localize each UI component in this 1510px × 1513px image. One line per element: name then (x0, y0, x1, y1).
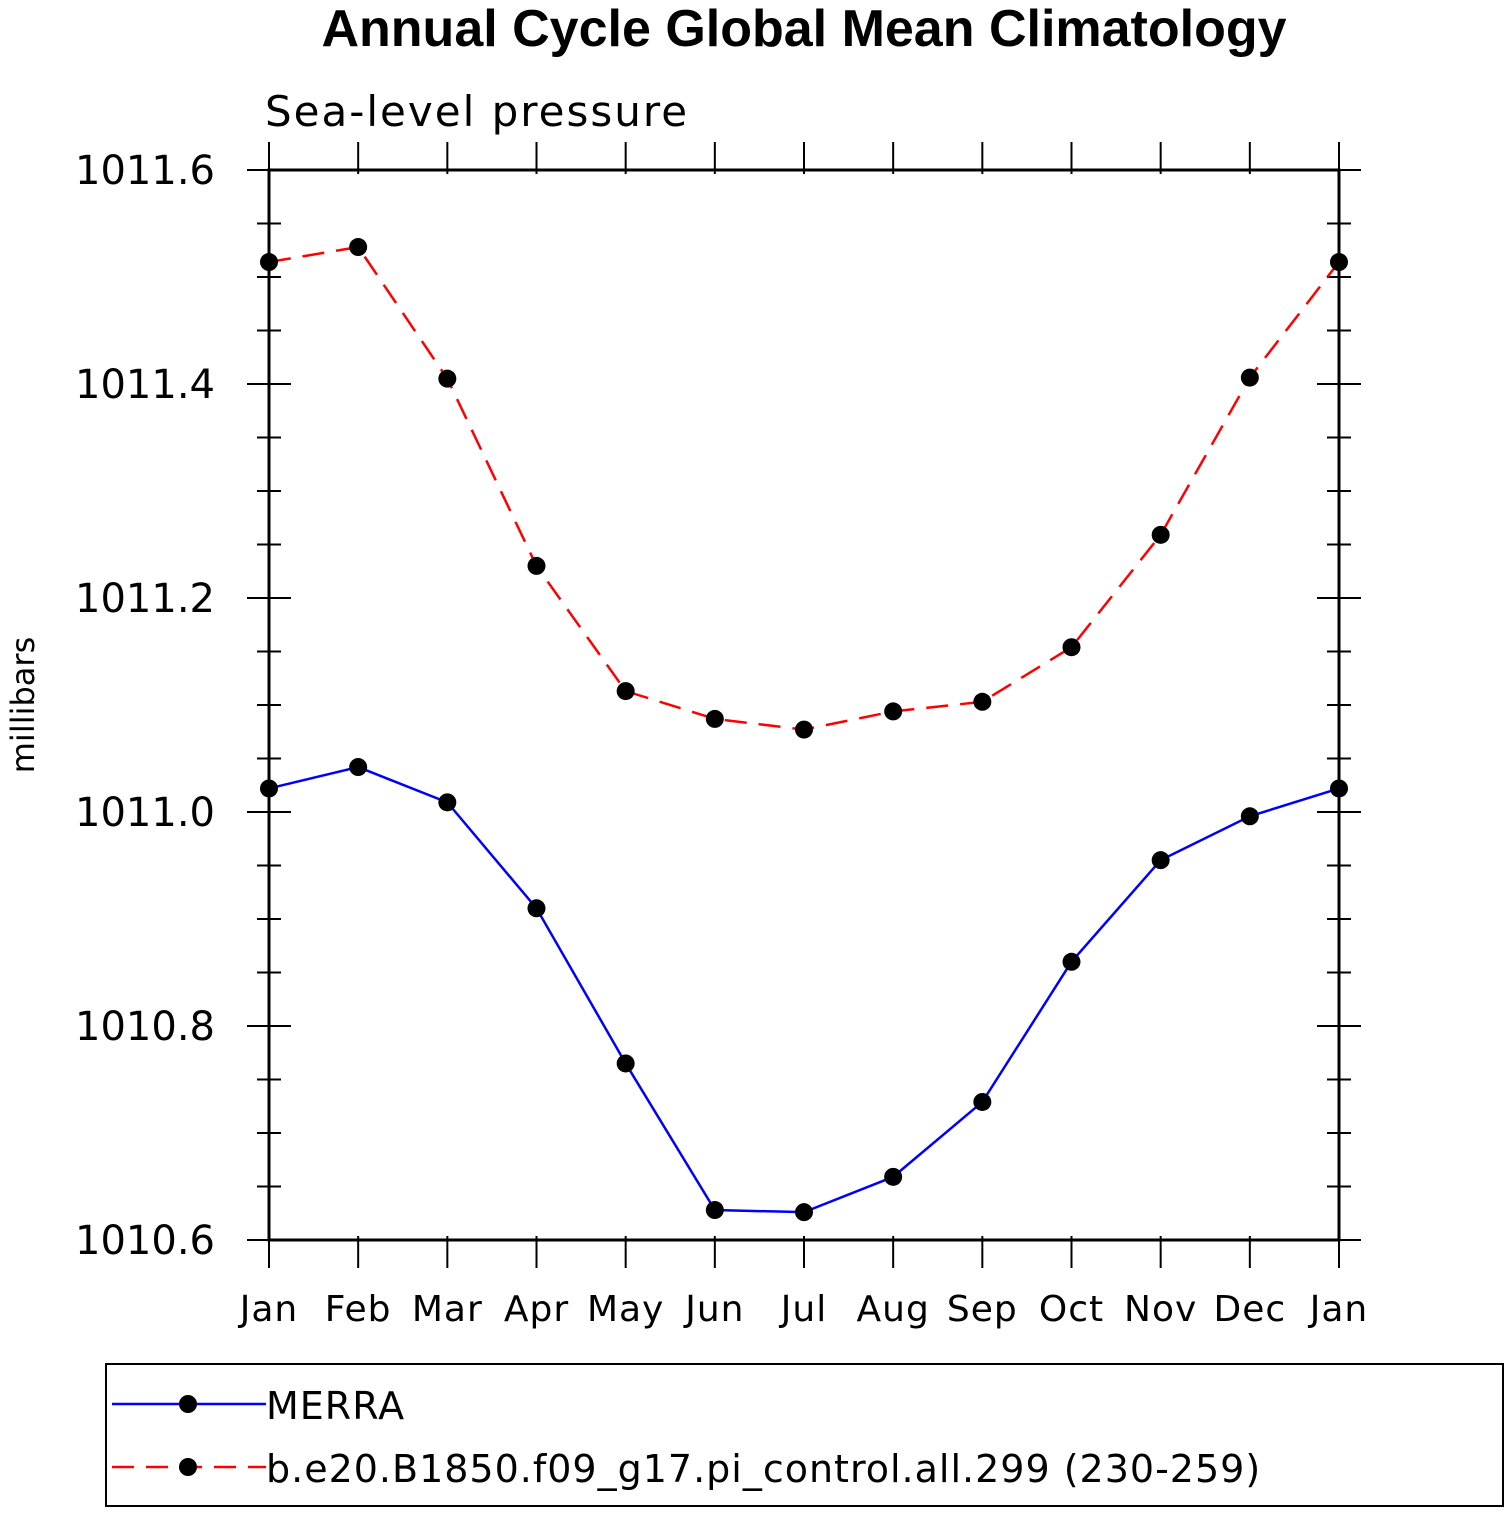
data-point-series-1 (616, 682, 635, 701)
x-tick-label: Dec (1213, 1289, 1286, 1330)
chart-title: Annual Cycle Global Mean Climatology (321, 0, 1286, 58)
data-point-series-1 (1240, 368, 1259, 387)
data-point-series-1 (1151, 525, 1170, 544)
x-tick-label: Jan (238, 1289, 299, 1330)
x-tick-label: Apr (504, 1289, 569, 1330)
legend-label-model: b.e20.B1850.f09_g17.pi_control.all.299 (… (266, 1447, 1261, 1491)
data-point-series-0 (527, 899, 546, 918)
y-tick-label: 1011.0 (75, 790, 215, 836)
data-point-series-0 (1062, 952, 1081, 971)
data-point-series-1 (884, 702, 903, 721)
data-point-series-0 (438, 793, 457, 812)
data-point-series-0 (795, 1203, 813, 1222)
y-axis-label: millibars (4, 637, 42, 773)
data-point-series-0 (349, 758, 368, 777)
x-tick-label: May (587, 1289, 664, 1330)
data-point-series-1 (527, 556, 546, 575)
data-point-series-1 (438, 369, 457, 388)
legend: MERRA b.e20.B1850.f09_g17.pi_control.all… (105, 1363, 1504, 1507)
data-point-series-1 (973, 692, 992, 711)
data-point-series-0 (1151, 851, 1170, 870)
plot-frame (267, 168, 1341, 1242)
legend-marker-merra (179, 1395, 197, 1413)
series-line-1 (268, 245, 1340, 731)
x-tick-label: Jul (779, 1289, 827, 1330)
x-tick-label: Sep (947, 1289, 1018, 1330)
x-tick-label: Feb (325, 1289, 392, 1330)
data-point-series-0 (973, 1092, 992, 1111)
y-tick-label: 1011.4 (75, 362, 215, 408)
series-line-0 (268, 765, 1340, 1214)
x-tick-label: Jan (1308, 1289, 1369, 1330)
data-point-series-0 (616, 1054, 635, 1073)
x-tick-label: Jun (683, 1289, 744, 1330)
data-point-series-1 (1062, 638, 1081, 657)
y-tick-label: 1011.2 (75, 576, 215, 622)
legend-marker-model (179, 1458, 197, 1476)
data-point-series-0 (705, 1201, 724, 1220)
x-tick-label: Mar (412, 1289, 483, 1330)
data-point-series-1 (349, 238, 368, 257)
data-point-series-1 (795, 720, 813, 739)
y-tick-label: 1011.6 (75, 148, 215, 194)
data-point-series-1 (705, 709, 724, 728)
data-point-series-0 (884, 1167, 903, 1186)
data-point-series-0 (1240, 807, 1259, 826)
chart-subtitle: Sea-level pressure (265, 87, 689, 136)
series-layer (260, 238, 1348, 1222)
x-tick-label: Nov (1124, 1289, 1197, 1330)
axes-layer: 1010.6 1010.8 1011.0 1011.2 1011.4 1011.6 Jan F… (75, 142, 1369, 1330)
y-tick-label: 1010.8 (75, 1004, 215, 1050)
y-tick-label: 1010.6 (75, 1218, 215, 1264)
legend-box (105, 1363, 1504, 1507)
x-tick-label: Aug (857, 1289, 930, 1330)
x-tick-label: Oct (1039, 1289, 1104, 1330)
legend-label-merra: MERRA (266, 1384, 405, 1428)
